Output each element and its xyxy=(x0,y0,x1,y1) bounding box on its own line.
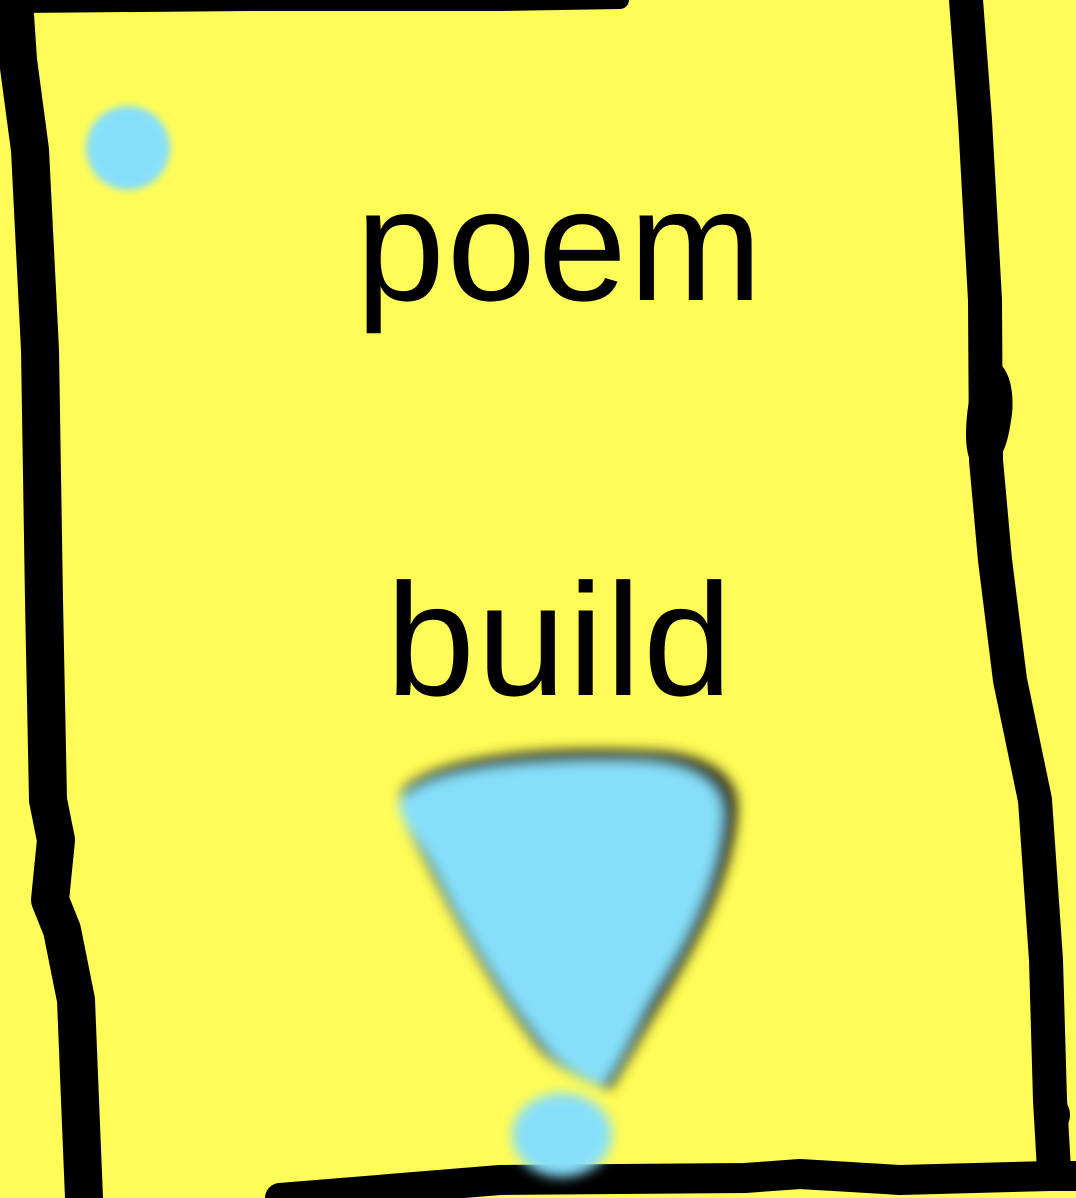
frame-corner-knot xyxy=(1034,1095,1070,1135)
frame-bottom-stroke xyxy=(265,1159,1076,1198)
exclamation-mark xyxy=(399,749,739,1177)
blue-dot xyxy=(86,106,170,190)
exclamation-dot xyxy=(512,1093,612,1177)
frame-left-stroke xyxy=(0,0,103,1198)
frame-top-stroke xyxy=(11,0,629,13)
exclamation-body xyxy=(399,761,723,1085)
word-poem: poem xyxy=(355,155,765,334)
frame-right-stroke xyxy=(949,0,1071,1187)
frame-right-knot xyxy=(966,357,1013,470)
word-build: build xyxy=(385,550,735,729)
